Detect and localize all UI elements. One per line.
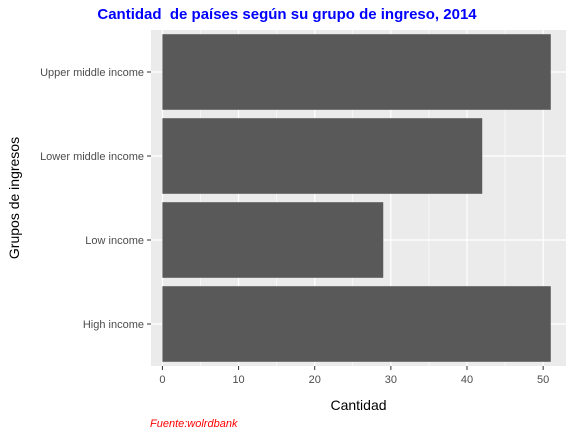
y-tick-label: Low income (85, 235, 144, 247)
chart-title: Cantidad de países según su grupo de ing… (97, 6, 477, 23)
bar (162, 118, 483, 194)
x-tick-label: 10 (232, 374, 244, 386)
x-tick-label: 0 (159, 374, 165, 386)
bar (162, 202, 384, 278)
bar (162, 34, 551, 110)
source-caption: Fuente:wolrdbank (150, 418, 238, 430)
x-tick-label: 20 (309, 374, 321, 386)
y-tick-label: High income (83, 319, 144, 331)
y-tick-label: Upper middle income (40, 67, 144, 79)
x-tick-label: 30 (385, 374, 397, 386)
x-tick-label: 40 (461, 374, 473, 386)
y-axis-title: Grupos de ingresos (6, 137, 22, 259)
x-axis-title: Cantidad (330, 397, 386, 413)
x-tick-label: 50 (537, 374, 549, 386)
bar (162, 286, 551, 362)
y-tick-label: Lower middle income (40, 151, 144, 163)
